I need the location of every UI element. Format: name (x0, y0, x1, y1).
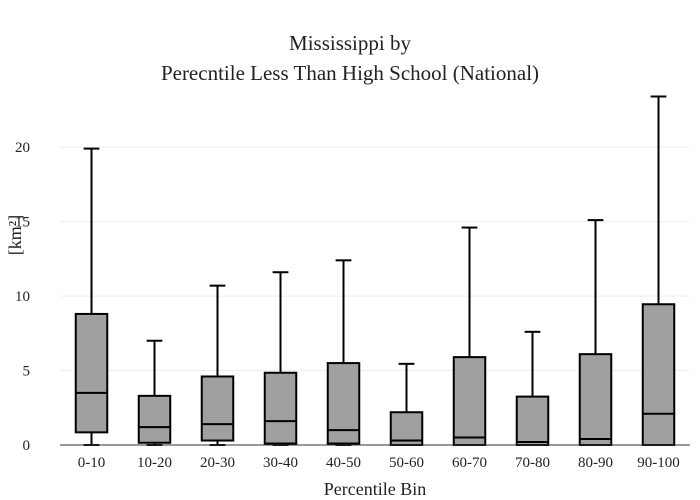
chart-title-line-2: Perecntile Less Than High School (Nation… (161, 61, 539, 85)
y-tick-label: 5 (23, 364, 31, 380)
x-tick-label: 0-10 (78, 455, 106, 471)
x-tick-label: 70-80 (515, 455, 550, 471)
x-tick-labels: 0-10 10-20 20-30 30-40 40-50 50-60 60-70 70-80 8… (78, 455, 680, 471)
x-tick-label: 90-100 (637, 455, 680, 471)
box-body (641, 303, 676, 446)
box-body (326, 362, 361, 445)
x-tick-label: 80-90 (578, 455, 613, 471)
x-tick-label: 10-20 (137, 455, 172, 471)
box-body (137, 394, 172, 444)
x-tick-label: 20-30 (200, 455, 235, 471)
y-tick-label: 20 (15, 140, 30, 156)
box-10-20 (137, 339, 172, 446)
box-0-10 (74, 147, 109, 446)
box-body (74, 312, 109, 434)
chart-title-line-1: Mississippi by (289, 31, 411, 55)
box-90-100 (641, 95, 676, 446)
box-body (578, 353, 613, 446)
box-80-90 (578, 219, 613, 446)
x-tick-label: 50-60 (389, 455, 424, 471)
y-tick-label: 10 (15, 289, 30, 305)
box-body (452, 356, 487, 446)
box-body (200, 375, 235, 442)
y-tick-label: 0 (23, 438, 31, 454)
y-tick-labels: 0 5 10 15 20 (15, 140, 30, 454)
x-tick-label: 40-50 (326, 455, 361, 471)
y-tick-label: 15 (15, 215, 30, 231)
box-body (263, 371, 298, 445)
box-60-70 (452, 226, 487, 446)
box-50-60 (389, 362, 424, 446)
box-20-30 (200, 284, 235, 446)
x-tick-label: 30-40 (263, 455, 298, 471)
y-axis-title: [km²] (5, 215, 25, 255)
x-axis-title: Percentile Bin (324, 479, 426, 499)
box-30-40 (263, 271, 298, 446)
box-layer (74, 95, 676, 446)
box-70-80 (515, 330, 550, 446)
box-40-50 (326, 259, 361, 446)
box-body (515, 395, 550, 446)
x-tick-label: 60-70 (452, 455, 487, 471)
